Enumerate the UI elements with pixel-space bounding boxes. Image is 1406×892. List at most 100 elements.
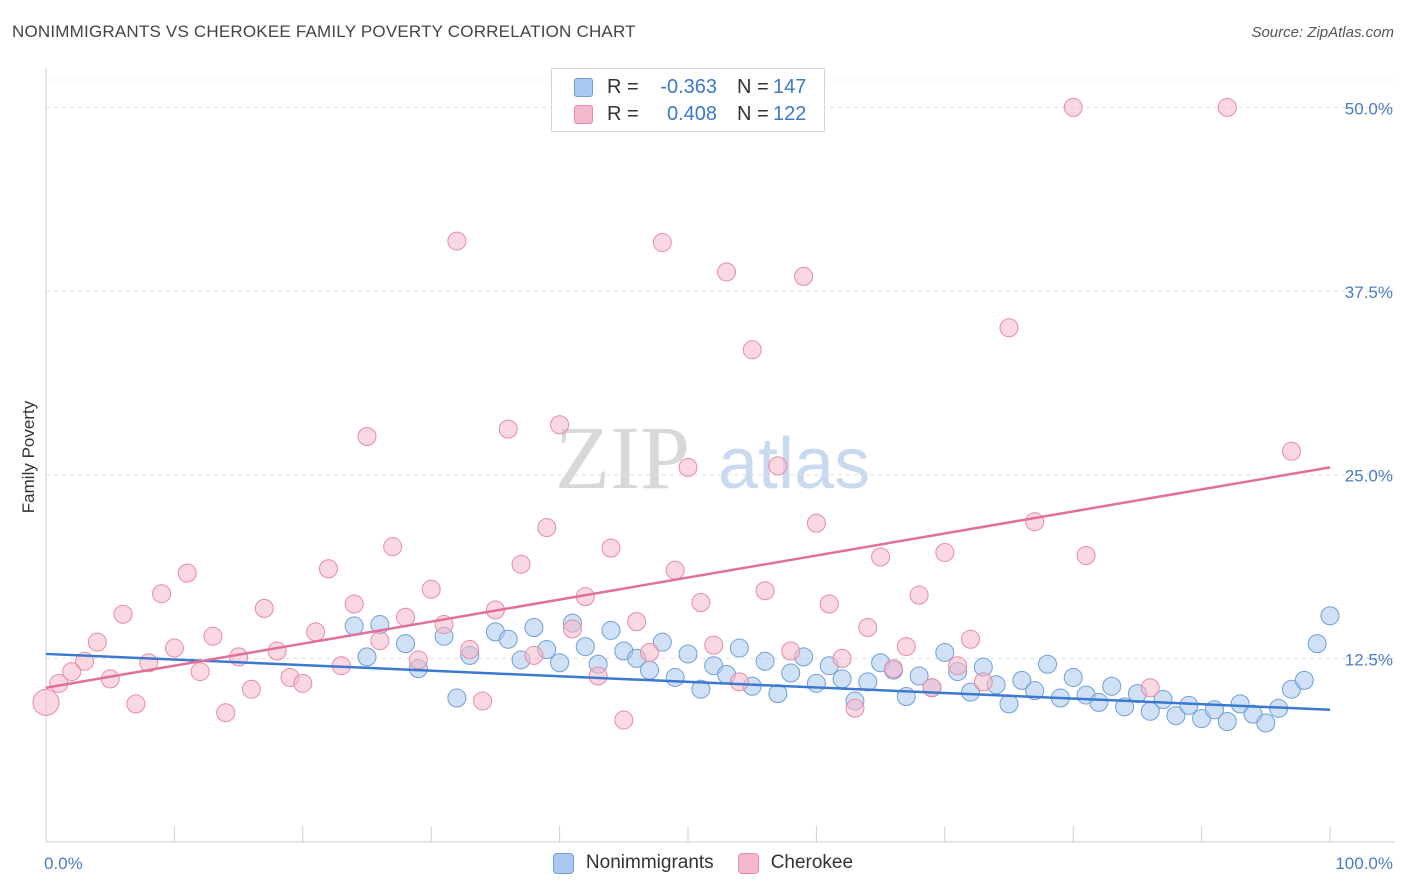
nonimmigrants-point [678, 644, 698, 664]
cherokee-point [755, 581, 775, 601]
nonimmigrants-points [344, 606, 1340, 733]
nonimmigrants-point [768, 684, 788, 704]
cherokee-point [318, 559, 338, 579]
nonimmigrants-point [652, 632, 672, 652]
cherokee-point [460, 640, 480, 660]
zipatlas-watermark: ZIP atlas [555, 409, 870, 508]
cherokee-point [665, 560, 685, 580]
cherokee-point [935, 543, 955, 563]
x-tick-label: 100.0% [1335, 854, 1393, 873]
nonimmigrants-point [357, 647, 377, 667]
cherokee-point [678, 457, 698, 477]
y-axis-label: Family Poverty [19, 400, 38, 513]
series-legend-nonimmigrants: Nonimmigrants [552, 852, 714, 874]
cherokee-point [601, 538, 621, 558]
cherokee-point [691, 593, 711, 613]
nonimmigrants-point [960, 682, 980, 702]
cherokee-point [190, 662, 210, 682]
legend-swatch-pink [574, 104, 593, 124]
y-tick-label: 37.5% [1345, 283, 1393, 302]
legend-n-value: 147 [773, 75, 807, 98]
nonimmigrants-point [575, 637, 595, 657]
nonimmigrants-point [665, 667, 685, 687]
nonimmigrants-point [1115, 697, 1135, 717]
nonimmigrants-point [1320, 606, 1340, 626]
nonimmigrants-point [729, 638, 749, 658]
series-swatch-blue [552, 852, 574, 874]
series-legend: Nonimmigrants Cherokee [0, 852, 1406, 874]
nonimmigrants-point [1256, 713, 1276, 733]
nonimmigrants-point [344, 616, 364, 636]
legend-r-value: -0.363 [660, 75, 717, 98]
cherokee-point [421, 579, 441, 599]
cherokee-point [511, 554, 531, 574]
cherokee-trend-line [45, 466, 1331, 689]
correlation-legend: R = -0.363 N = 147 R = 0.408 N = 122 [551, 68, 825, 132]
nonimmigrants-point [1102, 676, 1122, 696]
nonimmigrants-point [781, 663, 801, 683]
nonimmigrants-point [1025, 681, 1045, 701]
cherokee-point [126, 694, 146, 714]
cherokee-point [524, 645, 544, 665]
cherokee-point [1025, 512, 1045, 532]
cherokee-point [1063, 97, 1083, 117]
series-swatch-pink [737, 852, 759, 874]
nonimmigrants-trend-line [45, 652, 1331, 712]
nonimmigrants-point [1012, 670, 1032, 690]
nonimmigrants-point [806, 673, 826, 693]
cherokee-point [152, 584, 172, 604]
cherokee-point [845, 698, 865, 718]
cherokee-point [960, 629, 980, 649]
y-tick-label: 50.0% [1345, 99, 1393, 118]
cherokee-point [627, 612, 647, 632]
cherokee-point [383, 537, 403, 557]
nonimmigrants-point [832, 669, 852, 689]
series-legend-cherokee: Cherokee [737, 852, 853, 874]
chart-title: NONIMMIGRANTS VS CHEROKEE FAMILY POVERTY… [12, 22, 636, 41]
nonimmigrants-point [447, 688, 467, 708]
cherokee-point [164, 638, 184, 658]
legend-n-value: 122 [773, 102, 807, 125]
nonimmigrants-point [1089, 692, 1109, 712]
cherokee-point [370, 631, 390, 651]
legend-n-label: N = [737, 102, 769, 125]
nonimmigrants-point [1153, 689, 1173, 709]
cherokee-point [973, 672, 993, 692]
legend-r-label: R = [607, 75, 639, 98]
cherokee-point [588, 666, 608, 686]
cherokee-point [344, 594, 364, 614]
nonimmigrants-point [1166, 706, 1186, 726]
cherokee-point [550, 415, 570, 435]
legend-r-label: R = [607, 102, 639, 125]
nonimmigrants-point [396, 634, 416, 654]
series-label-nonimmigrants: Nonimmigrants [585, 852, 714, 873]
nonimmigrants-point [755, 651, 775, 671]
cherokee-point [896, 637, 916, 657]
cherokee-point [293, 673, 313, 693]
cherokee-point [858, 617, 878, 637]
legend-n-label: N = [737, 75, 769, 98]
legend-row-nonimmigrants: R = -0.363 N = 147 [574, 75, 813, 99]
cherokee-point [1076, 546, 1096, 565]
nonimmigrants-point [1294, 670, 1314, 690]
cherokee-point [408, 650, 428, 670]
cherokee-point [909, 585, 929, 605]
cherokee-point [922, 678, 942, 698]
cherokee-point [614, 710, 634, 730]
cherokee-point [1281, 441, 1301, 461]
cherokee-point [241, 679, 261, 699]
y-tick-label: 12.5% [1345, 650, 1393, 669]
nonimmigrants-point [935, 642, 955, 662]
cherokee-point [537, 518, 557, 538]
cherokee-point [729, 672, 749, 692]
tick-labels: 12.5% 25.0% 37.5% 50.0% 0.0% 100.0% [44, 99, 1393, 873]
cherokee-point [473, 691, 493, 711]
cherokee-point [498, 419, 518, 439]
x-tick-label: 0.0% [44, 854, 83, 873]
cherokee-point [871, 547, 891, 567]
nonimmigrants-point [1063, 667, 1083, 687]
nonimmigrants-point [691, 679, 711, 699]
cherokee-point [203, 626, 223, 646]
cherokee-point [819, 594, 839, 614]
